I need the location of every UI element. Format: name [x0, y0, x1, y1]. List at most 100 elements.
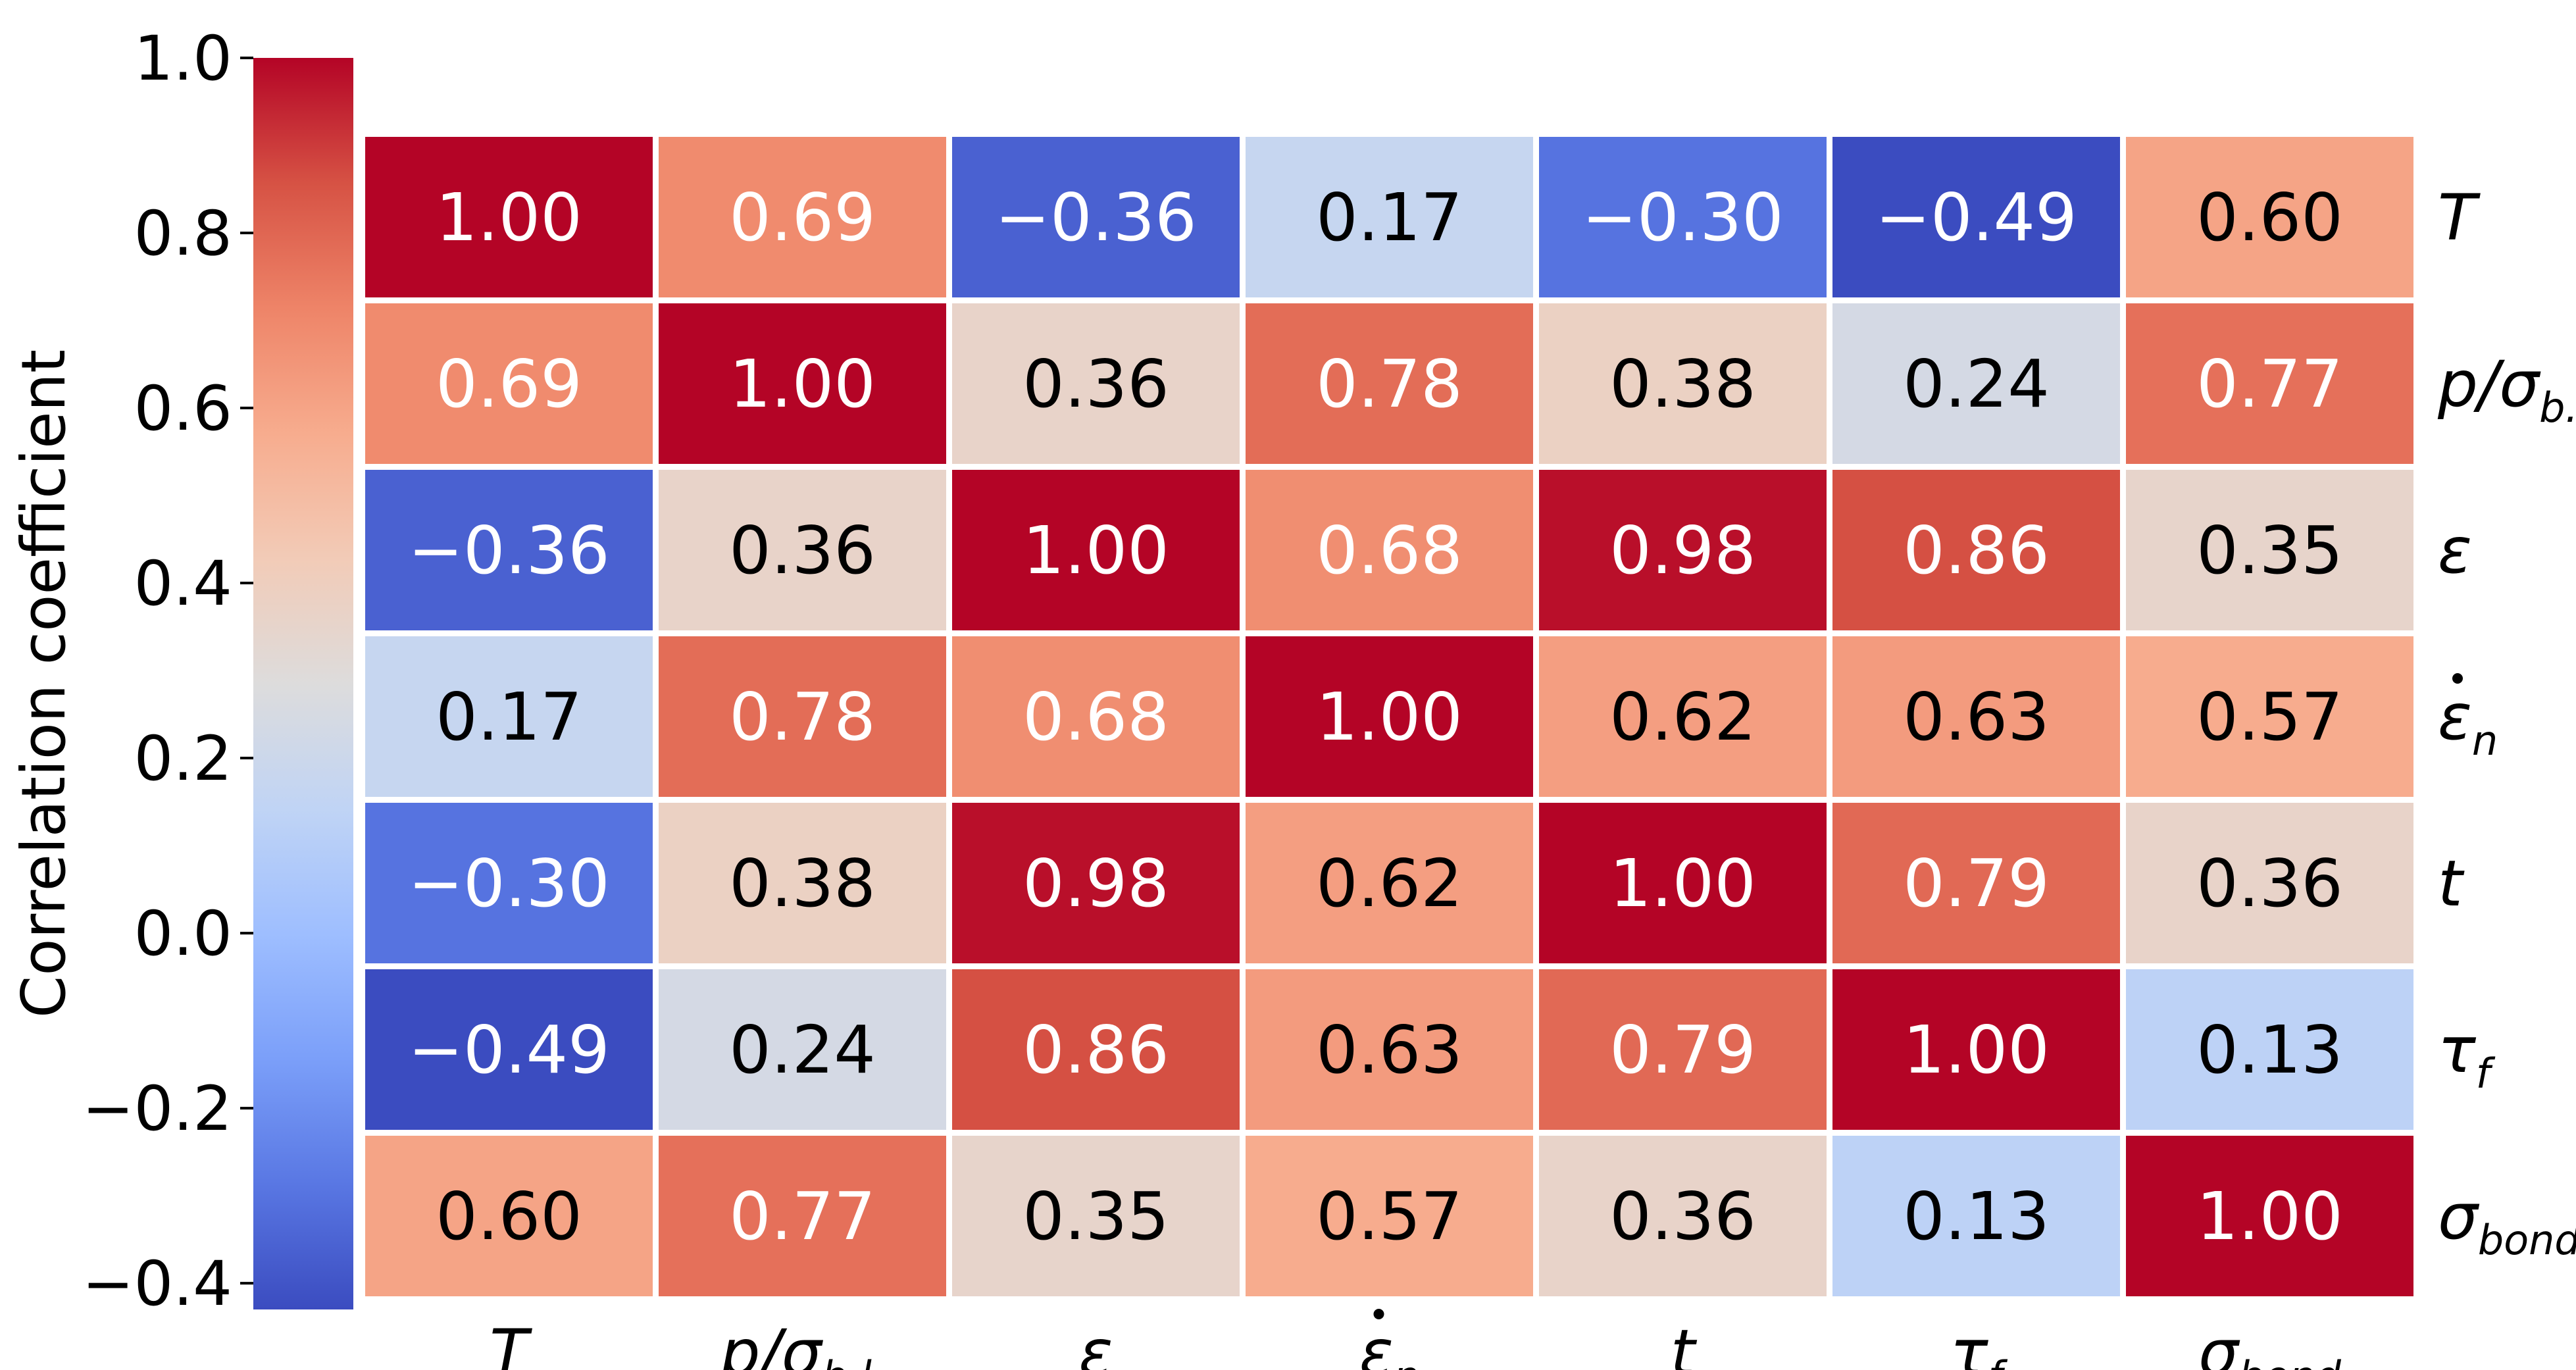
heatmap-cell: [2126, 636, 2413, 797]
cell-value-label: 0.77: [2196, 345, 2343, 422]
cell-value-label: 0.78: [1316, 345, 1463, 422]
colorbar-tick-label: −0.2: [82, 1073, 232, 1145]
column-label: σbond: [2198, 1316, 2341, 1370]
heatmap-cell: [952, 470, 1240, 630]
heatmap-cell: [2126, 137, 2413, 297]
row-labels: Tp/σb.l. ε εn t τf σbond: [2437, 181, 2576, 1264]
heatmap-cell: [952, 636, 1240, 797]
row-label: T: [2438, 181, 2481, 255]
heatmap-cell: [1539, 137, 1827, 297]
row-label: p/σb.l.: [2437, 347, 2576, 432]
row-label: τf: [2438, 1013, 2496, 1098]
heatmap-cell: [1832, 303, 2120, 464]
colorbar-tick-label: 0.0: [134, 898, 233, 970]
heatmap-cell: [1832, 137, 2120, 297]
cell-value-label: 0.38: [1609, 345, 1756, 422]
cell-value-label: 0.98: [1023, 845, 1169, 922]
heatmap-cell: [659, 137, 946, 297]
heatmap-cell: [952, 303, 1240, 464]
cell-value-label: 0.13: [1903, 1178, 2050, 1255]
heatmap-cell: [1246, 1136, 1533, 1296]
cell-value-label: −0.30: [1582, 179, 1783, 256]
heatmap-cell: [952, 1136, 1240, 1296]
colorbar-tick-label: −0.4: [82, 1248, 232, 1320]
colorbar-tick-label: 1.0: [134, 23, 233, 95]
cell-value-label: 0.13: [2196, 1011, 2343, 1088]
heatmap-cell: [365, 969, 653, 1130]
heatmap-cell: [1832, 636, 2120, 797]
heatmap-cell: [659, 803, 946, 963]
heatmap-cell: [2126, 969, 2413, 1130]
heatmap-cell: [659, 470, 946, 630]
colorbar-gradient: [253, 58, 353, 1309]
cell-value-label: 1.00: [436, 179, 582, 256]
heatmap-cell: [952, 803, 1240, 963]
dot-accent-icon: [2452, 673, 2463, 684]
heatmap-cell: [952, 137, 1240, 297]
column-label: εn: [1359, 1316, 1419, 1370]
cell-value-label: 1.00: [729, 345, 876, 422]
heatmap-cell: [1539, 1136, 1827, 1296]
heatmap-cell: [1832, 470, 2120, 630]
cell-value-label: −0.36: [408, 512, 609, 589]
heatmap-cell: [2126, 303, 2413, 464]
dot-accent-icon: [1373, 1309, 1384, 1319]
cell-value-label: 0.17: [1316, 179, 1463, 256]
cell-value-label: 0.60: [2196, 179, 2343, 256]
heatmap-cell: [365, 470, 653, 630]
column-label: p/σb.l.: [719, 1316, 884, 1370]
heatmap-cell: [1832, 1136, 2120, 1296]
heatmap-cell: [659, 1136, 946, 1296]
heatmap-cell: [2126, 470, 2413, 630]
cell-value-label: 0.68: [1316, 512, 1463, 589]
heatmap-cell: [2126, 803, 2413, 963]
heatmap-cell: [1832, 969, 2120, 1130]
heatmap-cell: [1246, 303, 1533, 464]
cell-value-label: 0.36: [1023, 345, 1169, 422]
heatmap-cell: [1246, 137, 1533, 297]
cell-value-label: 0.38: [729, 845, 876, 922]
column-label: T: [490, 1316, 532, 1370]
heatmap-cell: [365, 803, 653, 963]
colorbar-tick-label: 0.8: [134, 198, 233, 270]
heatmap-cell: [659, 303, 946, 464]
cell-value-label: 0.69: [729, 179, 876, 256]
cell-value-label: 0.24: [729, 1011, 876, 1088]
cell-value-label: 1.00: [1609, 845, 1756, 922]
cell-value-label: 1.00: [1023, 512, 1169, 589]
heatmap-cell: [1246, 803, 1533, 963]
cell-value-label: 0.57: [2196, 678, 2343, 755]
colorbar-tick-label: 0.6: [134, 373, 233, 445]
heatmap-cell: [1832, 803, 2120, 963]
row-label: εn: [2438, 680, 2498, 765]
cell-value-label: 0.62: [1316, 845, 1463, 922]
row-label: ε: [2438, 514, 2472, 588]
cell-value-label: 0.86: [1023, 1011, 1169, 1088]
heatmap-cell: [365, 137, 653, 297]
cell-value-label: 0.62: [1609, 678, 1756, 755]
colorbar-tick-label: 0.2: [134, 723, 233, 795]
heatmap-cell: [659, 636, 946, 797]
heatmap-cell: [1246, 470, 1533, 630]
cell-value-label: 0.98: [1609, 512, 1756, 589]
heatmap-cell: [365, 303, 653, 464]
colorbar-ticks: 1.0 0.8 0.6 0.4 0.2 0.0 −0.2 −0.4: [82, 23, 253, 1320]
cell-value-label: 0.57: [1316, 1178, 1463, 1255]
cell-value-label: 1.00: [2196, 1178, 2343, 1255]
heatmap-cell: [1246, 636, 1533, 797]
heatmap-cell: [1539, 803, 1827, 963]
heatmap-cell: [365, 1136, 653, 1296]
cell-value-label: 0.36: [729, 512, 876, 589]
heatmap-cell: [365, 636, 653, 797]
cell-value-label: 0.35: [1023, 1178, 1169, 1255]
heatmap-cell: [1539, 969, 1827, 1130]
cell-value-label: 0.63: [1316, 1011, 1463, 1088]
heatmap-cells: 1.00 0.69 −0.36 0.17 −0.30 −0.49 0.60 0.69 1.00 0…: [365, 137, 2413, 1296]
heatmap-cell: [1539, 303, 1827, 464]
heatmap-cell: [952, 969, 1240, 1130]
heatmap-cell: [2126, 1136, 2413, 1296]
cell-value-label: 0.79: [1903, 845, 2050, 922]
cell-value-label: 0.77: [729, 1178, 876, 1255]
cell-value-label: −0.36: [995, 179, 1196, 256]
colorbar-tick-label: 0.4: [134, 548, 233, 620]
